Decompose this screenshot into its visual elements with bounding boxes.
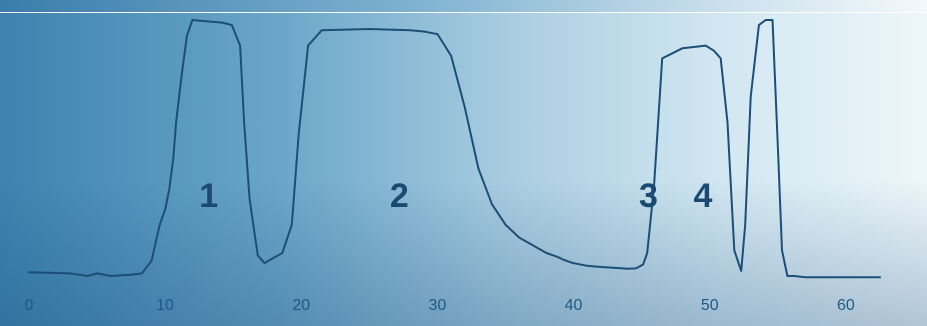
x-tick-label-30: 30	[429, 297, 447, 314]
x-tick-label-60: 60	[837, 297, 855, 314]
peak-label-2: 2	[390, 177, 409, 215]
x-tick-label-50: 50	[701, 297, 719, 314]
x-tick-label-0: 0	[25, 297, 34, 314]
peak-label-1: 1	[199, 177, 218, 215]
x-axis-tick-labels: 0 10 20 30 40 50 60	[25, 297, 855, 314]
header-band	[0, 0, 927, 13]
peak-label-4: 4	[693, 177, 712, 215]
trace-layer	[28, 19, 881, 279]
x-tick-label-40: 40	[565, 297, 583, 314]
peak-label-3: 3	[639, 177, 658, 215]
chromatogram-trace-1	[28, 19, 881, 279]
x-tick-label-10: 10	[156, 297, 174, 314]
x-tick-label-20: 20	[292, 297, 310, 314]
